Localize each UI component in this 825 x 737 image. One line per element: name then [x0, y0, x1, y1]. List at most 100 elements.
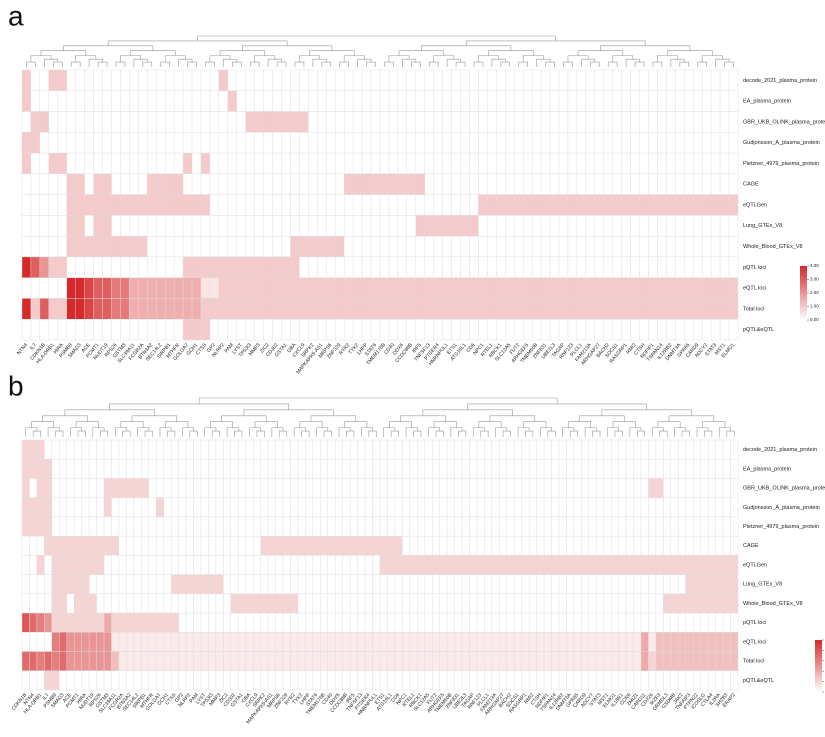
heatmap-cell [630, 194, 640, 216]
heatmap-cell [223, 478, 232, 498]
heatmap-cell [397, 132, 408, 154]
heatmap-cell [308, 194, 318, 216]
heatmap-cell [133, 574, 142, 595]
heatmap-cell [272, 319, 282, 341]
heatmap-cell [21, 478, 30, 498]
heatmap-cell [59, 535, 67, 556]
heatmap-cell [156, 516, 164, 537]
heatmap-cell [218, 256, 229, 278]
heatmap-cell [209, 132, 220, 154]
row-label: CAGE [743, 543, 759, 549]
heatmap-cell [370, 235, 381, 258]
heatmap-cell [581, 516, 590, 537]
heatmap-cell [272, 298, 282, 320]
heatmap-cell [170, 459, 179, 479]
dendrogram-branch [226, 427, 239, 437]
row-label: pQTL&eQTL [743, 678, 774, 684]
heatmap-cell [275, 651, 284, 671]
heatmap-cell [260, 555, 269, 575]
heatmap-cell [424, 69, 434, 91]
heatmap-cell [655, 459, 664, 479]
heatmap-cell [185, 516, 194, 537]
heatmap-cell [297, 516, 306, 537]
heatmap-cell [549, 69, 560, 91]
heatmap-cell [543, 535, 552, 556]
heatmap-cell [126, 497, 135, 518]
heatmap-cell [707, 497, 716, 518]
dendrogram-branch [389, 421, 412, 428]
heatmap-cell [364, 670, 373, 691]
heatmap-cell [521, 651, 530, 671]
heatmap-cell [409, 593, 418, 614]
heatmap-cell [21, 555, 30, 575]
heatmap-cell [263, 132, 273, 154]
heatmap-cell [327, 574, 336, 595]
heatmap-cell [693, 298, 703, 320]
heatmap-cell [461, 459, 470, 479]
heatmap-cell [588, 555, 597, 575]
heatmap-cell [118, 632, 127, 652]
heatmap-cell [215, 478, 224, 498]
heatmap-cell [730, 651, 739, 671]
heatmap-cell [103, 516, 112, 537]
heatmap-cell [141, 593, 149, 614]
heatmap-cell [253, 555, 261, 575]
heatmap-cell [417, 478, 425, 498]
heatmap-cell [394, 478, 403, 498]
heatmap-cell [327, 535, 336, 556]
heatmap-cell [208, 439, 217, 460]
heatmap-cell [44, 535, 53, 556]
heatmap-cell [675, 152, 685, 175]
heatmap-cell [21, 132, 32, 154]
heatmap-cell [236, 298, 246, 320]
heatmap-cell [327, 593, 336, 614]
heatmap-cell [715, 651, 724, 671]
heatmap-cell [460, 235, 470, 258]
heatmap-cell [549, 319, 560, 341]
heatmap-cell [596, 632, 604, 652]
heatmap-cell [170, 497, 179, 518]
dendrogram-branch [42, 415, 88, 422]
heatmap-cell [573, 516, 582, 537]
heatmap-cell [372, 535, 381, 556]
heatmap-cell [30, 277, 41, 299]
heatmap-cell [57, 235, 67, 258]
heatmap-cell [596, 478, 604, 498]
heatmap-cell [118, 574, 127, 595]
heatmap-cell [218, 111, 229, 133]
heatmap-cell [344, 111, 354, 133]
heatmap-cell [103, 670, 112, 691]
heatmap-cell [394, 439, 403, 460]
heatmap-cell [523, 194, 533, 216]
heatmap-cell [164, 90, 175, 112]
heatmap-cell [156, 69, 166, 91]
heatmap-cell [21, 535, 30, 556]
heatmap-cell [215, 516, 224, 537]
heatmap-cell [59, 478, 67, 498]
heatmap-cell [81, 535, 90, 556]
heatmap-cell [630, 152, 640, 175]
dendrogram-branch [256, 430, 265, 437]
heatmap-cell [611, 516, 619, 537]
heatmap-cell [173, 90, 184, 112]
heatmap-cell [272, 277, 282, 299]
heatmap-cell [290, 478, 299, 498]
heatmap-cell [96, 651, 105, 671]
heatmap-cell [710, 319, 721, 341]
heatmap-cell [460, 194, 470, 216]
heatmap-cell [700, 497, 709, 518]
heatmap-cell [39, 256, 50, 278]
heatmap-cell [573, 670, 582, 691]
heatmap-cell [630, 215, 640, 237]
heatmap-cell [478, 235, 488, 258]
heatmap-cell [66, 173, 76, 195]
heatmap-cell [344, 173, 354, 195]
heatmap-cell [245, 497, 254, 518]
heatmap-cell [326, 69, 336, 91]
heatmap-cell [648, 215, 658, 237]
heatmap-cell [267, 651, 276, 671]
heatmap-cell [506, 632, 515, 652]
heatmap-cell [230, 497, 239, 518]
dendrogram-branch [276, 61, 287, 67]
heatmap-cell [238, 612, 246, 633]
